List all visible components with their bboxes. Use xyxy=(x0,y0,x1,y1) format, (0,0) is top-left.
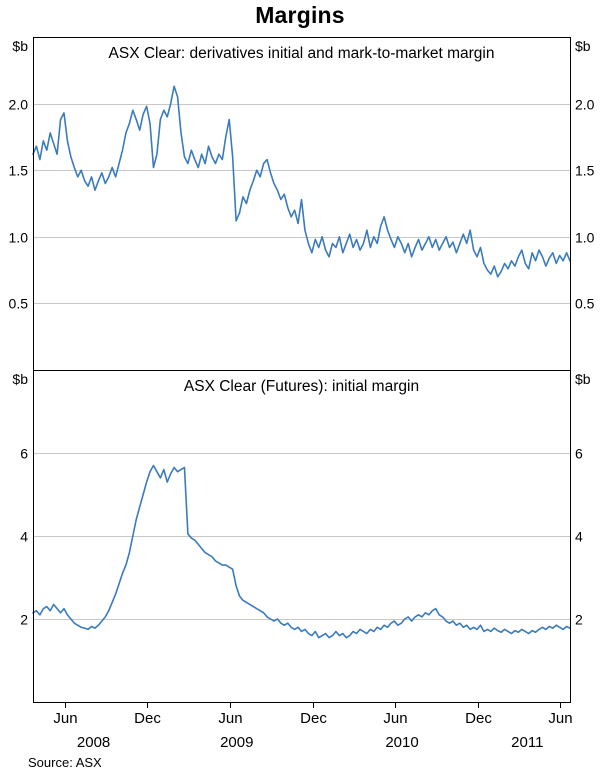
y-axis-label-left: 1.0 xyxy=(9,230,29,246)
series-line-bottom xyxy=(32,464,571,639)
chart-canvas: 0.5 0.5 1.0 1.0 1.5 1.5 2.0 2.0 $b $b ASX Clear: d… xyxy=(9,37,595,751)
y-axis-label-right: 1.0 xyxy=(575,230,595,246)
panel-border xyxy=(33,370,571,703)
y-axis-label-left: 2 xyxy=(20,612,28,628)
panel-top: 0.5 0.5 1.0 1.0 1.5 1.5 2.0 2.0 $b $b ASX Clear: d… xyxy=(9,37,595,371)
x-tick-label: Jun xyxy=(53,710,77,727)
y-axis-label-right: 0.5 xyxy=(575,296,595,312)
unit-label-right: $b xyxy=(575,371,591,387)
y-axis-label-right: 1.5 xyxy=(575,163,595,179)
x-year-label: 2010 xyxy=(385,734,418,751)
x-tick-label: Jun xyxy=(548,710,572,727)
y-axis-label-left: 0.5 xyxy=(9,296,29,312)
panel-title: ASX Clear (Futures): initial margin xyxy=(184,378,419,395)
x-tick-label: Dec xyxy=(134,710,161,727)
unit-label-left: $b xyxy=(12,38,28,54)
unit-label-left: $b xyxy=(12,371,28,387)
x-tick-label: Jun xyxy=(383,710,407,727)
y-axis-label-left: 1.5 xyxy=(9,163,29,179)
source-note: Source: ASX xyxy=(28,755,102,770)
panel-bottom: 2 2 4 4 6 6 $b $b ASX Clear (Futures): initial m… xyxy=(12,370,591,703)
x-year-label: 2009 xyxy=(220,734,253,751)
x-year-label: 2011 xyxy=(511,734,543,751)
y-axis-label-left: 6 xyxy=(20,446,28,462)
y-axis-label-right: 6 xyxy=(575,446,583,462)
y-axis-label-right: 4 xyxy=(575,529,583,545)
chart-title: Margins xyxy=(255,2,345,28)
y-axis-label-left: 4 xyxy=(20,529,28,545)
series-line-top xyxy=(32,85,571,278)
panel-title: ASX Clear: derivatives initial and mark-… xyxy=(109,45,495,62)
unit-label-right: $b xyxy=(575,38,591,54)
x-tick-label: Dec xyxy=(465,710,492,727)
y-axis-label-right: 2.0 xyxy=(575,97,595,113)
x-tick-label: Jun xyxy=(218,710,242,727)
x-year-label: 2008 xyxy=(77,734,110,751)
y-axis-label-left: 2.0 xyxy=(9,97,29,113)
y-axis-label-right: 2 xyxy=(575,612,583,628)
x-tick-label: Dec xyxy=(300,710,327,727)
